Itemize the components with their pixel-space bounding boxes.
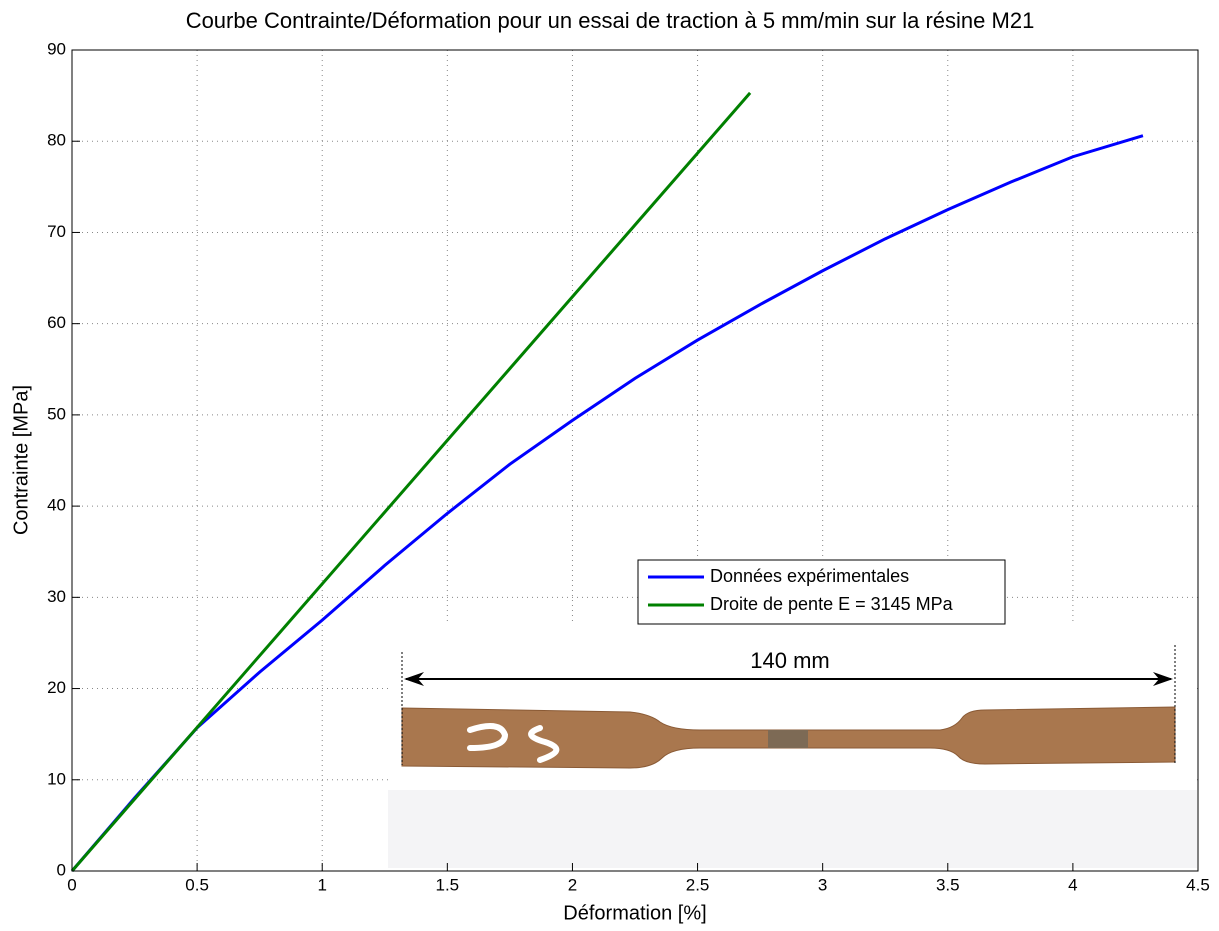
y-tick-label: 0 [57, 860, 66, 879]
plot-frame [71, 49, 1199, 872]
x-tick-label: 0 [67, 875, 76, 894]
x-tick-label: 1 [317, 875, 326, 894]
photo-shadow [388, 790, 1197, 868]
strain-gauge [768, 730, 808, 748]
x-tick-label: 3 [818, 875, 827, 894]
x-tick-label: 1.5 [436, 875, 460, 894]
y-tick-label: 30 [47, 587, 66, 606]
legend-box [637, 559, 1006, 625]
annotation: 140 mm [750, 648, 829, 673]
x-tick-label: 0.5 [185, 875, 209, 894]
legend-label: Données expérimentales [710, 566, 909, 586]
y-tick-label: 20 [47, 678, 66, 697]
series-line [70, 91, 752, 872]
chart-title: Courbe Contrainte/Déformation pour un es… [186, 8, 1035, 33]
y-tick-label: 80 [47, 131, 66, 150]
y-tick-label: 60 [47, 313, 66, 332]
x-axis-label: Déformation [%] [563, 902, 706, 924]
x-tick-label: 2 [568, 875, 577, 894]
x-tick-label: 4.5 [1186, 875, 1210, 894]
handwriting [467, 723, 560, 763]
legend-label: Droite de pente E = 3145 MPa [710, 594, 954, 614]
x-tick-label: 2.5 [686, 875, 710, 894]
y-tick-label: 50 [47, 404, 66, 423]
axes: 0 0.5 1 1.5 2 2.5 3 3.5 4 4.5 0 10 20 30 40 50 60 70 80 90 [47, 39, 1210, 894]
x-tick-label: 3.5 [936, 875, 960, 894]
x-tick-label: 4 [1068, 875, 1077, 894]
y-tick-label: 90 [47, 39, 66, 58]
specimen-photo: 140 mm [388, 625, 1197, 870]
y-tick-label: 70 [47, 222, 66, 241]
series-line [70, 134, 1144, 872]
y-axis-label: Contrainte [MPa] [10, 385, 32, 535]
y-tick-label: 40 [47, 496, 66, 515]
y-tick-label: 10 [47, 769, 66, 788]
legend: Données expérimentales Droite de pente E … [637, 559, 1006, 625]
series [70, 91, 1144, 872]
